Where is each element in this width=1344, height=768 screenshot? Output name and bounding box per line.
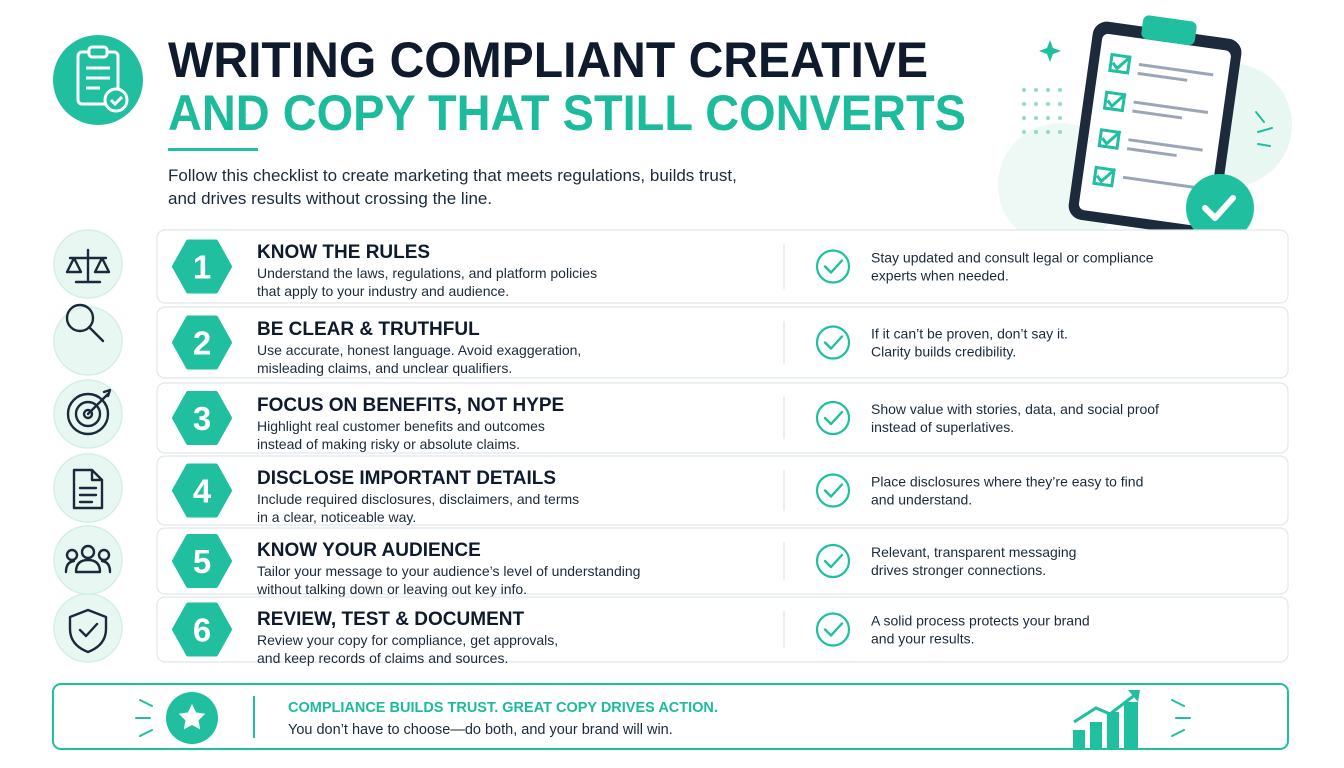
step-tip: If it can’t be proven, don’t say it. bbox=[871, 326, 1068, 342]
step-number: 5 bbox=[193, 543, 211, 580]
step-tip: Relevant, transparent messaging bbox=[871, 544, 1076, 560]
step-description: in a clear, noticeable way. bbox=[257, 509, 416, 525]
checklist-item: 2 BE CLEAR & TRUTHFUL Use accurate, honest… bbox=[53, 303, 1289, 379]
step-title: KNOW YOUR AUDIENCE bbox=[257, 540, 481, 561]
check-circle bbox=[815, 473, 851, 508]
step-tip: and your results. bbox=[871, 631, 975, 647]
number-hexagon bbox=[172, 534, 232, 588]
step-description: Understand the laws, regulations, and pl… bbox=[257, 265, 597, 281]
row-card bbox=[156, 527, 1289, 595]
checklist-item: 4 DISCLOSE IMPORTANT DETAILS Include requi… bbox=[53, 453, 1289, 526]
checklist-item: 3 FOCUS ON BENEFITS, NOT HYPE Highlight re… bbox=[53, 379, 1289, 454]
step-description: and keep records of claims and sources. bbox=[257, 650, 508, 666]
step-title: FOCUS ON BENEFITS, NOT HYPE bbox=[257, 395, 564, 416]
row-icon bbox=[65, 303, 105, 343]
step-number: 3 bbox=[193, 400, 211, 437]
step-title: DISCLOSE IMPORTANT DETAILS bbox=[257, 468, 556, 489]
row-card bbox=[156, 306, 1289, 379]
row-icon bbox=[64, 544, 112, 574]
step-description: instead of making risky or absolute clai… bbox=[257, 436, 520, 452]
title-underline bbox=[168, 148, 258, 151]
step-tip: Place disclosures where they’re easy to … bbox=[871, 474, 1143, 490]
step-title: REVIEW, TEST & DOCUMENT bbox=[257, 609, 524, 630]
footer-headline: COMPLIANCE BUILDS TRUST. GREAT COPY DRIV… bbox=[288, 700, 718, 716]
step-description: Use accurate, honest language. Avoid exa… bbox=[257, 342, 581, 358]
checklist-item: 6 REVIEW, TEST & DOCUMENT Review your copy… bbox=[53, 593, 1289, 666]
row-icon-bg bbox=[53, 306, 123, 376]
step-description: misleading claims, and unclear qualifier… bbox=[257, 360, 512, 376]
row-card bbox=[156, 382, 1289, 454]
step-tip: Stay updated and consult legal or compli… bbox=[871, 250, 1154, 266]
step-description: Review your copy for compliance, get app… bbox=[257, 632, 558, 648]
subtitle-line: Follow this checklist to create marketin… bbox=[168, 166, 737, 185]
footer-text: You don’t have to choose—do both, and yo… bbox=[288, 722, 673, 738]
check-mark bbox=[823, 553, 844, 569]
header-icon bbox=[53, 35, 143, 125]
row-icon bbox=[65, 248, 111, 284]
number-hexagon bbox=[172, 602, 232, 657]
footer-banner bbox=[52, 683, 1289, 750]
row-icon bbox=[66, 388, 112, 436]
row-card bbox=[156, 596, 1289, 663]
step-number: 1 bbox=[193, 249, 211, 286]
check-circle bbox=[815, 325, 851, 360]
row-card bbox=[156, 229, 1289, 304]
step-title: KNOW THE RULES bbox=[257, 242, 430, 263]
number-hexagon bbox=[172, 391, 232, 445]
check-circle bbox=[815, 249, 851, 284]
checklist-item: 1 KNOW THE RULES Understand the laws, regu… bbox=[53, 229, 1289, 304]
check-circle bbox=[815, 400, 851, 436]
step-tip: A solid process protects your brand bbox=[871, 613, 1090, 629]
step-tip: experts when needed. bbox=[871, 268, 1009, 284]
step-tip: Show value with stories, data, and socia… bbox=[871, 401, 1159, 417]
title-line-2: AND COPY THAT STILL CONVERTS bbox=[168, 85, 966, 141]
check-mark bbox=[823, 410, 844, 426]
step-description: without talking down or leaving out key … bbox=[256, 581, 527, 597]
check-mark bbox=[823, 622, 844, 637]
check-mark bbox=[823, 335, 844, 350]
step-tip: drives stronger connections. bbox=[871, 562, 1046, 578]
check-circle bbox=[815, 543, 851, 579]
step-tip: instead of superlatives. bbox=[871, 419, 1014, 435]
step-title: BE CLEAR & TRUTHFUL bbox=[257, 319, 480, 340]
subtitle-line: and drives results without crossing the … bbox=[168, 189, 492, 208]
step-tip: Clarity builds credibility. bbox=[871, 344, 1016, 360]
clipboard-illustration bbox=[998, 15, 1292, 254]
number-hexagon bbox=[172, 239, 232, 294]
number-hexagon bbox=[172, 463, 232, 518]
step-number: 6 bbox=[193, 612, 211, 649]
checklist-item: 5 KNOW YOUR AUDIENCE Tailor your message t… bbox=[53, 525, 1289, 597]
row-icon bbox=[68, 608, 108, 654]
step-description: Tailor your message to your audience’s l… bbox=[257, 563, 640, 579]
row-icon-bg bbox=[53, 593, 123, 663]
step-description: that apply to your industry and audience… bbox=[257, 283, 509, 299]
row-icon bbox=[72, 468, 104, 510]
step-tip: and understand. bbox=[871, 492, 972, 508]
check-mark bbox=[823, 259, 844, 274]
title-line-1: WRITING COMPLIANT CREATIVE bbox=[168, 32, 928, 88]
row-card bbox=[156, 455, 1289, 526]
step-number: 4 bbox=[193, 473, 212, 510]
step-description: Highlight real customer benefits and out… bbox=[257, 418, 545, 434]
step-description: Include required disclosures, disclaimer… bbox=[257, 491, 579, 507]
number-hexagon bbox=[172, 315, 232, 370]
step-number: 2 bbox=[193, 325, 211, 362]
check-circle bbox=[815, 612, 851, 647]
checklist: 1 KNOW THE RULES Understand the laws, regu… bbox=[53, 229, 1289, 666]
check-mark bbox=[823, 483, 844, 498]
